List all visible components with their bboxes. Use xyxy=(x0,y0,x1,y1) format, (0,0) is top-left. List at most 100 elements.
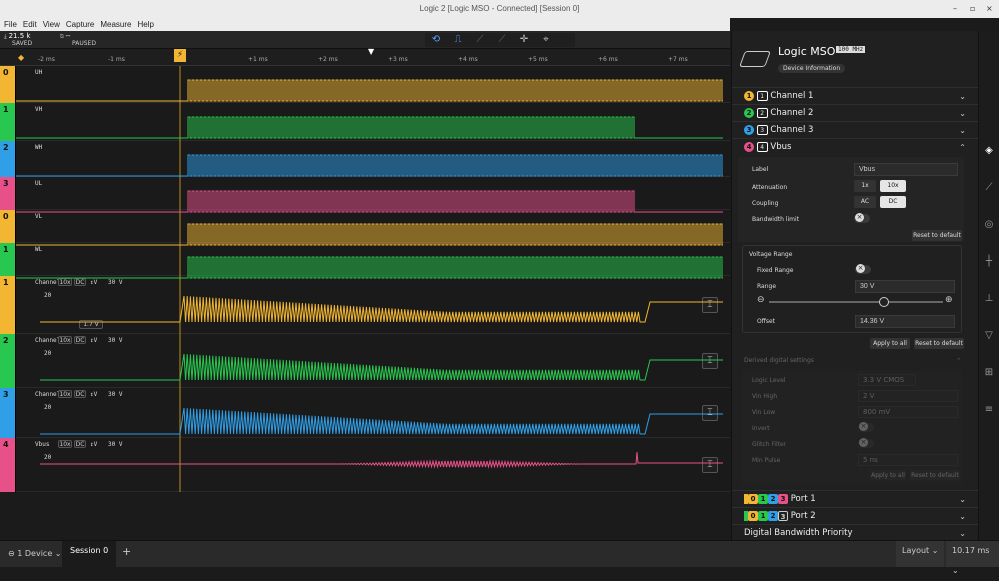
channel-row-3[interactable]: 3 3 Channel 3 ⌄ xyxy=(732,121,978,138)
extensions-icon[interactable]: ◎ xyxy=(984,219,994,230)
attenuation-button[interactable]: 10x xyxy=(58,336,72,344)
digital-channel-tab[interactable]: 0 xyxy=(0,210,16,243)
capture-status[interactable]: ⍉ -- PAUSED xyxy=(60,32,96,48)
edge2-icon[interactable]: ⟋ xyxy=(498,34,506,45)
analog-channel-tab[interactable]: 3 xyxy=(0,388,16,438)
digital-lane[interactable]: WH xyxy=(16,141,730,177)
logic-level-select[interactable]: 3.3 V CMOS xyxy=(858,374,916,386)
analyzers-icon[interactable]: ⟋ xyxy=(985,182,993,193)
measurements-icon[interactable]: ┼ xyxy=(985,256,993,267)
trigger-icon[interactable]: ⎍ xyxy=(454,34,462,45)
vin-low-input[interactable]: 800 mV xyxy=(858,406,958,418)
trigger-marker-icon[interactable]: ⚡ xyxy=(174,49,186,62)
digital-lane[interactable]: VL xyxy=(16,210,730,243)
digital-lane[interactable]: VH xyxy=(16,103,730,141)
min-pulse-input[interactable]: 5 ns xyxy=(858,454,958,466)
digital-channel-tab[interactable]: 0 xyxy=(0,66,16,103)
digital-channel-tab[interactable]: 2 xyxy=(0,141,16,177)
reset-button[interactable]: Reset to default xyxy=(910,470,960,480)
device-selector[interactable]: ⊖ 1 Device ⌄ xyxy=(8,549,62,558)
minimize-button[interactable]: – xyxy=(953,4,957,13)
coupling-button[interactable]: DC xyxy=(74,336,86,344)
digital-lane[interactable]: UL xyxy=(16,177,730,210)
apply-all-button[interactable]: Apply to all xyxy=(870,338,910,349)
digital-channel-tab[interactable]: 1 xyxy=(0,103,16,141)
decrease-icon[interactable]: ⊖ xyxy=(757,295,765,305)
range-value[interactable]: 30 V xyxy=(108,391,123,398)
analog-channel-tab[interactable]: 4 xyxy=(0,438,16,492)
attenuation-button[interactable]: 10x xyxy=(58,440,72,448)
crosshair-icon[interactable]: ⌖ xyxy=(543,34,549,45)
range-value[interactable]: 30 V xyxy=(108,337,123,344)
invert-toggle[interactable] xyxy=(858,422,874,432)
notes-icon[interactable]: ≡ xyxy=(984,404,994,415)
maximize-button[interactable]: ▫ xyxy=(970,4,976,13)
layout-button[interactable]: Layout ⌄ xyxy=(896,541,945,567)
coupling-button[interactable]: DC xyxy=(74,440,86,448)
autoscale-button[interactable]: ⌶ xyxy=(702,457,718,473)
coupling-ac-button[interactable]: AC xyxy=(854,196,876,208)
autoscale-button[interactable]: ⌶ xyxy=(702,297,718,313)
channel-row-1[interactable]: 1 1 Channel 1 ⌄ xyxy=(732,87,978,104)
loop-icon[interactable]: ⟲ xyxy=(431,34,441,45)
trigger-level-label[interactable]: 1.7 V xyxy=(79,320,103,329)
channel-row-2[interactable]: 2 2 Channel 2 ⌄ xyxy=(732,104,978,121)
analog-channel-tab[interactable]: 2 xyxy=(0,334,16,388)
coupling-dc-button[interactable]: DC xyxy=(880,196,906,208)
coupling-button[interactable]: DC xyxy=(74,278,86,286)
cursor-icon[interactable]: ✛ xyxy=(519,34,529,45)
slider-handle[interactable] xyxy=(879,297,889,307)
menu-file[interactable]: File xyxy=(4,20,17,29)
digital-channel-tab[interactable]: 3 xyxy=(0,177,16,210)
time-ruler[interactable]: ◆ -2 ms -1 ms +1 ms +2 ms +3 ms +4 ms +5… xyxy=(0,47,730,66)
bandwidth-toggle[interactable] xyxy=(854,213,870,223)
digital-bandwidth-priority-row[interactable]: Digital Bandwidth Priority ⌄ xyxy=(732,524,978,540)
range-input[interactable] xyxy=(855,280,955,293)
offset-input[interactable] xyxy=(855,315,955,328)
digital-lane[interactable]: WL xyxy=(16,243,730,276)
coupling-button[interactable]: DC xyxy=(74,390,86,398)
range-value[interactable]: 30 V xyxy=(108,279,123,286)
reset-button[interactable]: Reset to default xyxy=(914,338,964,349)
menu-edit[interactable]: Edit xyxy=(22,20,37,29)
device-info-button[interactable]: Device Information xyxy=(778,64,846,73)
edge-icon[interactable]: ⟋ xyxy=(476,34,484,45)
bookmark-icon[interactable]: ◆ xyxy=(18,53,25,62)
fixed-range-toggle[interactable] xyxy=(855,264,871,274)
time-range-selector[interactable]: 10.17 ms ⌄ xyxy=(946,541,999,575)
close-button[interactable]: × xyxy=(986,4,993,13)
channel-row-4[interactable]: 4 4 Vbus ⌃ xyxy=(732,138,978,155)
analog-channel-tab[interactable]: 1 xyxy=(0,276,16,334)
increase-icon[interactable]: ⊕ xyxy=(945,295,953,305)
session-tab[interactable]: Session 0 xyxy=(62,541,117,567)
analog-lane[interactable]: Channel 1 10x DC ↕V 30 V 20 ⌶ 1.7 V xyxy=(16,276,730,334)
menu-measure[interactable]: Measure xyxy=(100,20,132,29)
range-slider[interactable] xyxy=(769,301,943,303)
glitch-filter-toggle[interactable] xyxy=(858,438,874,448)
timing-icon[interactable]: ⊥ xyxy=(984,293,994,304)
analog-lane[interactable]: Channel 2 10x DC ↕V 30 V 20 ⌶ xyxy=(16,334,730,388)
analog-lane[interactable]: Vbus 10x DC ↕V 30 V 20 ⌶ xyxy=(16,438,730,492)
digital-channel-tab[interactable]: 1 xyxy=(0,243,16,276)
annotations-icon[interactable]: ▽ xyxy=(985,330,993,341)
autoscale-button[interactable]: ⌶ xyxy=(702,405,718,421)
label-input[interactable] xyxy=(854,163,958,176)
add-session-button[interactable]: + xyxy=(122,545,132,558)
range-value[interactable]: 30 V xyxy=(108,441,123,448)
apply-all-button[interactable]: Apply to all xyxy=(870,470,906,480)
analog-lane[interactable]: Channel 3 10x DC ↕V 30 V 20 ⌶ xyxy=(16,388,730,438)
autoscale-button[interactable]: ⌶ xyxy=(702,353,718,369)
attenuation-button[interactable]: 10x xyxy=(58,390,72,398)
grid-icon[interactable]: ⊞ xyxy=(984,367,994,378)
reset-button[interactable]: Reset to default xyxy=(912,230,962,241)
atten-10x-button[interactable]: 10x xyxy=(880,180,906,192)
menu-view[interactable]: View xyxy=(42,20,60,29)
layers-icon[interactable]: ◈ xyxy=(985,145,993,156)
attenuation-button[interactable]: 10x xyxy=(58,278,72,286)
menu-help[interactable]: Help xyxy=(137,20,154,29)
vin-high-input[interactable]: 2 V xyxy=(858,390,958,402)
derived-settings-header[interactable]: Derived digital settings xyxy=(744,357,814,364)
atten-1x-button[interactable]: 1x xyxy=(854,180,876,192)
